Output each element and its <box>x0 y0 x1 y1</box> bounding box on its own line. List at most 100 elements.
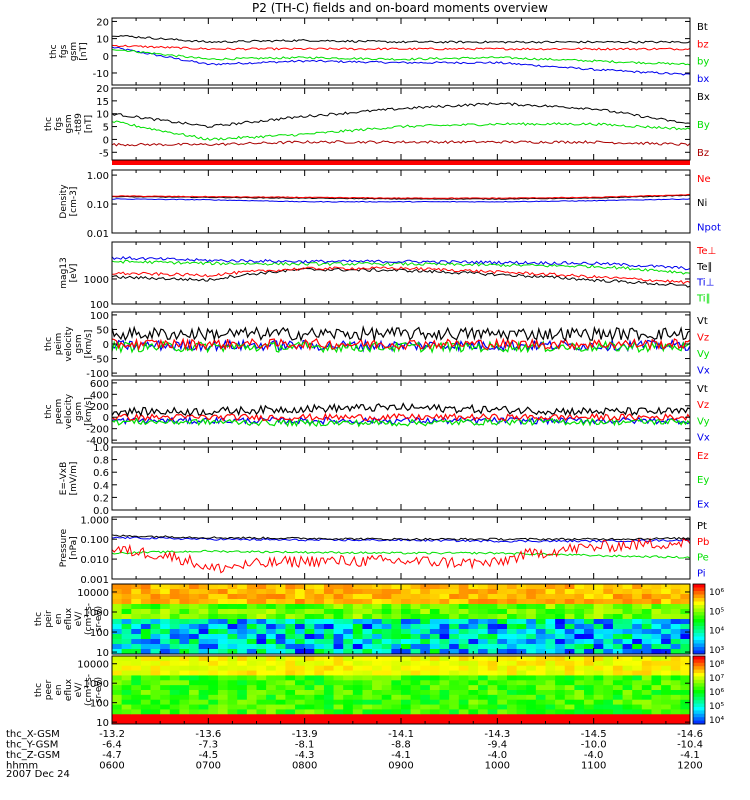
spec-cell <box>584 675 595 681</box>
y-tick-label: 400 <box>90 390 109 401</box>
spec-cell <box>401 599 412 605</box>
spec-cell <box>670 660 681 667</box>
series-fgs2-Bx <box>111 102 691 129</box>
spec-cell <box>468 704 479 710</box>
spec-cell <box>140 644 152 650</box>
spec-cell <box>506 624 518 630</box>
spec-cell <box>208 609 219 615</box>
spec-cell <box>150 699 161 706</box>
spec-cell <box>112 619 123 625</box>
spec-cell <box>266 584 277 590</box>
spec-cell <box>603 665 614 672</box>
spec-cell <box>661 699 672 706</box>
y-label-line: velocity <box>64 393 74 429</box>
spec-cell <box>343 609 354 615</box>
colorbar-segment <box>693 605 705 609</box>
spec-cell <box>246 639 257 645</box>
spec-cell <box>545 609 556 615</box>
spec-cell <box>266 594 277 600</box>
spec-cell <box>160 584 171 590</box>
plot-title: P2 (TH-C) fields and on-board moments ov… <box>252 1 548 15</box>
spec-cell <box>593 644 604 650</box>
spec-cell <box>121 699 132 706</box>
spec-cell <box>285 690 296 696</box>
spec-cell <box>641 629 652 635</box>
series-ve-Vt <box>111 402 691 418</box>
spec-cell <box>352 634 363 640</box>
spec-cell <box>526 670 537 676</box>
spec-cell <box>372 624 383 630</box>
spec-cell <box>506 599 518 605</box>
spec-cell <box>208 680 219 686</box>
spec-cell <box>256 609 267 615</box>
spec-cell <box>449 644 460 650</box>
spec-cell <box>564 694 575 701</box>
spec-cell <box>526 690 537 696</box>
spec-cell <box>179 670 190 676</box>
spec-cell <box>333 589 344 595</box>
spec-cell <box>641 660 652 667</box>
spec-cell <box>641 599 652 605</box>
spec-cell <box>391 634 402 640</box>
spec-cell <box>189 699 200 706</box>
spec-cell <box>603 629 614 635</box>
spec-cell <box>112 690 123 696</box>
spec-cell <box>420 670 431 676</box>
spec-cell <box>497 614 508 620</box>
spec-cell <box>439 680 450 686</box>
spec-cell <box>381 634 392 640</box>
spec-cell <box>266 680 277 686</box>
spec-cell <box>555 660 566 667</box>
spec-cell <box>516 690 527 696</box>
spec-cell <box>439 670 450 676</box>
spec-cell <box>622 670 633 676</box>
spec-cell <box>651 624 662 630</box>
spec-cell <box>535 624 546 630</box>
spec-cell <box>285 629 296 635</box>
spec-cell <box>121 670 132 676</box>
spec-cell <box>603 704 614 710</box>
spec-cell <box>179 644 190 650</box>
spec-cell <box>478 704 489 710</box>
spec-cell <box>545 634 556 640</box>
colorbar-segment <box>693 594 705 599</box>
spec-cell <box>198 709 209 715</box>
spec-cell <box>314 694 325 701</box>
spec-cell <box>314 704 325 710</box>
spec-cell <box>429 660 441 667</box>
spec-cell <box>285 694 296 701</box>
y-label-line: mag13 <box>59 257 69 288</box>
spec-cell <box>189 649 200 655</box>
spec-cell <box>295 709 306 715</box>
colorbar-segment <box>693 713 705 718</box>
spec-cell <box>121 609 132 615</box>
spec-cell <box>160 609 171 615</box>
spec-cell <box>343 634 354 640</box>
spec-cell <box>285 714 296 720</box>
spec-cell <box>526 604 537 610</box>
spec-cell <box>266 694 277 701</box>
spec-cell <box>661 624 672 630</box>
spec-cell <box>497 660 508 667</box>
spec-cell <box>314 614 325 620</box>
spec-cell <box>670 629 681 635</box>
spec-cell <box>362 665 373 672</box>
spec-cell <box>217 665 229 672</box>
spec-cell <box>487 649 498 655</box>
spec-cell <box>564 675 575 681</box>
spec-cell <box>131 624 142 630</box>
spec-cell <box>343 629 354 635</box>
spec-cell <box>420 694 431 701</box>
spec-cell <box>323 699 335 706</box>
spec-cell <box>189 656 200 662</box>
spec-cell <box>487 604 498 610</box>
spec-cell <box>641 704 652 710</box>
spec-cell <box>362 649 373 655</box>
spec-cell <box>584 599 595 605</box>
spec-cell <box>468 609 479 615</box>
spec-cell <box>603 589 614 595</box>
spec-cell <box>651 665 662 672</box>
spec-cell <box>304 704 315 710</box>
spec-cell <box>410 604 421 610</box>
